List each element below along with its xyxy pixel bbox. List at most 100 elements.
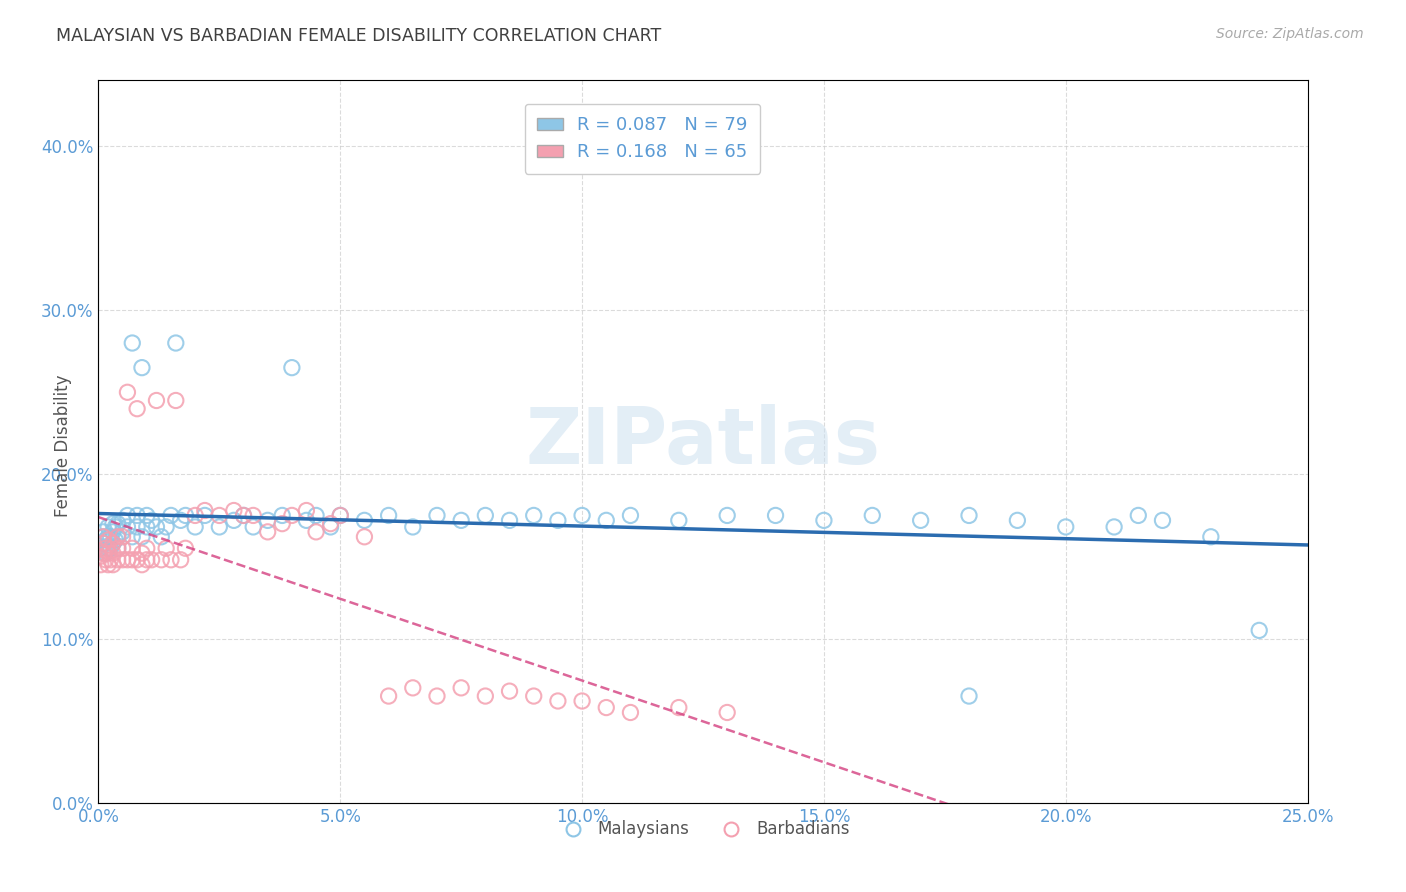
Point [107,530,129,544]
Text: ZIPatlas: ZIPatlas [526,403,880,480]
Point [595,700,617,714]
Point [97,541,120,556]
Point [101,516,124,531]
Point [256,524,278,539]
Point [208,508,231,523]
Point [474,689,496,703]
Point [450,681,472,695]
Point [135,541,157,556]
Point [101,524,124,539]
Point [498,684,520,698]
Point [89,549,111,564]
Point [107,541,129,556]
Point [595,513,617,527]
Point [127,508,149,523]
Point [94,533,117,547]
Point [165,336,187,351]
Point [222,513,245,527]
Point [450,513,472,527]
Point [1128,508,1150,523]
Point [91,524,114,539]
Point [135,553,157,567]
Point [117,520,139,534]
Point [232,508,254,523]
Point [160,553,183,567]
Point [169,513,191,527]
Point [91,536,114,550]
Point [523,508,546,523]
Point [242,508,264,523]
Point [97,546,120,560]
Point [155,520,177,534]
Point [97,520,120,534]
Point [117,385,139,400]
Point [127,553,149,567]
Point [165,393,187,408]
Point [127,520,149,534]
Point [117,553,139,567]
Point [160,508,183,523]
Point [97,533,120,547]
Point [329,508,352,523]
Point [111,524,134,539]
Point [131,360,153,375]
Point [145,393,167,408]
Point [94,553,117,567]
Point [94,546,117,560]
Point [377,508,399,523]
Point [107,541,129,556]
Point [111,530,134,544]
Point [547,513,569,527]
Point [111,541,134,556]
Point [100,530,122,544]
Point [184,508,207,523]
Point [97,558,120,572]
Text: Source: ZipAtlas.com: Source: ZipAtlas.com [1216,27,1364,41]
Point [184,520,207,534]
Point [271,516,294,531]
Point [141,553,163,567]
Point [1199,530,1222,544]
Point [402,681,425,695]
Point [135,508,157,523]
Point [498,513,520,527]
Point [91,546,114,560]
Point [1152,513,1174,527]
Point [208,520,231,534]
Point [194,503,217,517]
Point [426,689,449,703]
Point [150,553,173,567]
Point [281,508,304,523]
Point [1249,624,1271,638]
Point [256,513,278,527]
Point [619,706,641,720]
Point [131,530,153,544]
Point [222,503,245,517]
Point [90,558,112,572]
Point [150,530,173,544]
Point [1007,513,1029,527]
Point [765,508,787,523]
Point [169,553,191,567]
Point [97,530,120,544]
Point [571,694,593,708]
Point [547,694,569,708]
Point [100,553,122,567]
Point [910,513,932,527]
Point [90,541,112,556]
Point [131,546,153,560]
Point [91,530,114,544]
Point [135,520,157,534]
Point [121,530,143,544]
Point [121,553,143,567]
Point [141,513,163,527]
Point [100,541,122,556]
Point [242,520,264,534]
Point [305,508,328,523]
Point [619,508,641,523]
Point [957,689,980,703]
Point [174,541,197,556]
Point [813,513,835,527]
Text: Female Disability: Female Disability [55,375,72,517]
Point [104,533,127,547]
